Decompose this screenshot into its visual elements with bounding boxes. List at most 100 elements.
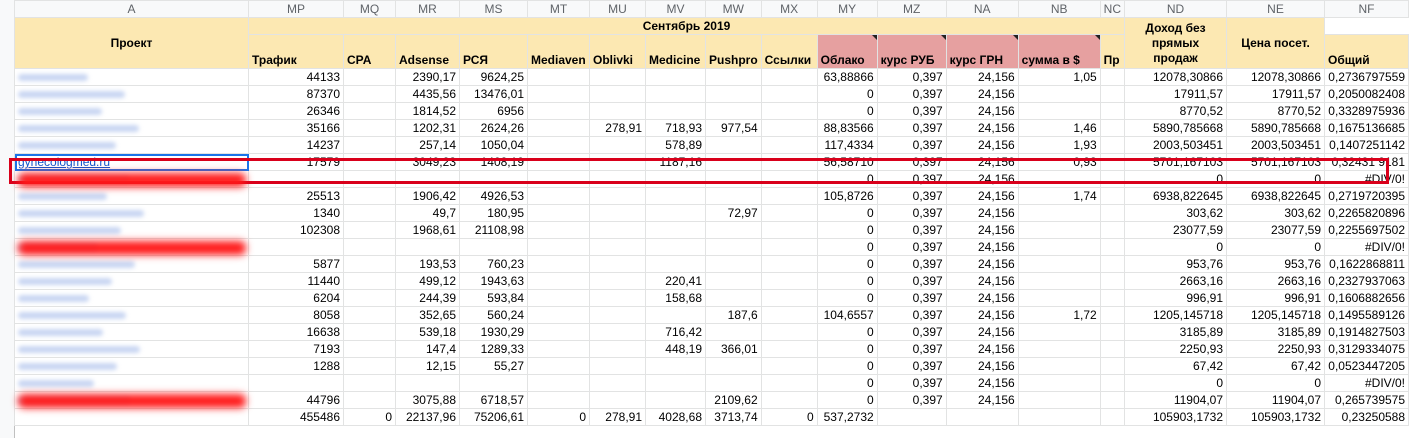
cell-ne[interactable]: 5701,167103 <box>1226 153 1326 171</box>
cell-ne[interactable]: 5890,785668 <box>1226 119 1326 137</box>
project-cell[interactable] <box>14 221 249 239</box>
column-header-nf[interactable]: NF <box>1324 0 1410 18</box>
cell-nc[interactable] <box>1099 187 1126 205</box>
cell-mu[interactable] <box>589 323 646 341</box>
cell-mz[interactable]: 0,397 <box>876 136 947 154</box>
cell-mz[interactable]: 0,397 <box>876 272 947 290</box>
cell-mz[interactable]: 0,397 <box>876 68 947 86</box>
cell-nc[interactable] <box>1099 221 1126 239</box>
cell-mq[interactable] <box>343 170 396 188</box>
cell-ne[interactable]: 11904,07 <box>1226 391 1326 409</box>
cell-mr[interactable]: 22137,96 <box>395 408 460 426</box>
cell-mt[interactable] <box>527 289 590 307</box>
cell-mp[interactable] <box>248 170 344 188</box>
cell-nd[interactable]: 2250,93 <box>1124 340 1228 358</box>
cell-ne[interactable]: 8770,52 <box>1226 102 1326 120</box>
cell-mu[interactable] <box>589 187 646 205</box>
cell-nb[interactable]: 1,72 <box>1017 306 1101 324</box>
column-header-ms[interactable]: MS <box>459 0 528 18</box>
cell-nb[interactable]: 1,74 <box>1017 187 1101 205</box>
cell-nf[interactable]: 0,0523447205 <box>1324 357 1410 375</box>
cell-nd[interactable]: 303,62 <box>1124 204 1228 222</box>
cell-mt[interactable] <box>527 306 590 324</box>
cell-mv[interactable]: 1187,16 <box>645 153 706 171</box>
column-header-mt[interactable]: MT <box>527 0 590 18</box>
cell-ne[interactable]: 0 <box>1226 170 1326 188</box>
cell-mw[interactable]: 72,97 <box>705 204 762 222</box>
cell-nb[interactable] <box>1017 85 1101 103</box>
cell-mu[interactable] <box>589 289 646 307</box>
cell-mz[interactable]: 0,397 <box>876 255 947 273</box>
cell-mw[interactable]: 3713,74 <box>705 408 762 426</box>
cell-mv[interactable] <box>645 187 706 205</box>
cell-mw[interactable] <box>705 255 762 273</box>
column-header-mw[interactable]: MW <box>705 0 762 18</box>
cell-mt[interactable] <box>527 340 590 358</box>
cell-nc[interactable] <box>1099 204 1126 222</box>
column-header-a[interactable]: A <box>14 0 249 18</box>
cell-mx[interactable] <box>760 289 818 307</box>
cell-nb[interactable]: 1,05 <box>1017 68 1101 86</box>
cell-my[interactable]: 0 <box>816 238 878 256</box>
cell-mr[interactable]: 1906,42 <box>395 187 460 205</box>
cell-ne[interactable]: 1205,145718 <box>1226 306 1326 324</box>
cell-mv[interactable]: 448,19 <box>645 340 706 358</box>
cell-mp[interactable] <box>248 238 344 256</box>
cell-ne[interactable]: 2003,503451 <box>1226 136 1326 154</box>
column-header-nc[interactable]: NC <box>1099 0 1126 18</box>
cell-nb[interactable]: 1,46 <box>1017 119 1101 137</box>
cell-ms[interactable]: 9624,25 <box>459 68 528 86</box>
cell-na[interactable]: 24,156 <box>945 187 1019 205</box>
cell-nc[interactable] <box>1099 255 1126 273</box>
field-header-9[interactable]: Ссылки <box>760 34 818 69</box>
cell-na[interactable]: 24,156 <box>945 238 1019 256</box>
cell-ne[interactable]: 996,91 <box>1226 289 1326 307</box>
column-header-my[interactable]: MY <box>816 0 878 18</box>
column-header-mp[interactable]: MP <box>248 0 344 18</box>
cell-mp[interactable]: 26346 <box>248 102 344 120</box>
cell-nd[interactable]: 6938,822645 <box>1124 187 1228 205</box>
cell-my[interactable]: 56,58710 <box>816 153 878 171</box>
cell-ms[interactable]: 6956 <box>459 102 528 120</box>
project-cell[interactable] <box>14 289 249 307</box>
cell-na[interactable]: 24,156 <box>945 170 1019 188</box>
cell-nc[interactable] <box>1099 323 1126 341</box>
cell-na[interactable]: 24,156 <box>945 289 1019 307</box>
cell-mq[interactable] <box>343 323 396 341</box>
cell-nb[interactable] <box>1017 323 1101 341</box>
cell-nd[interactable]: 2003,503451 <box>1124 136 1228 154</box>
cell-nb[interactable] <box>1017 340 1101 358</box>
cell-nf[interactable]: 0,2327937063 <box>1324 272 1410 290</box>
cell-mv[interactable]: 4028,68 <box>645 408 706 426</box>
cell-nd[interactable]: 8770,52 <box>1124 102 1228 120</box>
cell-ne[interactable]: 23077,59 <box>1226 221 1326 239</box>
cell-mw[interactable]: 2109,62 <box>705 391 762 409</box>
cell-na[interactable]: 24,156 <box>945 119 1019 137</box>
cell-my[interactable]: 0 <box>816 357 878 375</box>
cell-mt[interactable]: 0 <box>527 408 590 426</box>
cell-my[interactable]: 104,6557 <box>816 306 878 324</box>
cell-nf[interactable]: #DIV/0! <box>1324 170 1410 188</box>
cell-mu[interactable] <box>589 221 646 239</box>
project-cell[interactable] <box>14 357 249 375</box>
field-header-11[interactable]: курс РУБ <box>876 34 947 69</box>
cell-nc[interactable] <box>1099 102 1126 120</box>
project-cell[interactable] <box>14 187 249 205</box>
cell-ms[interactable]: 1289,33 <box>459 340 528 358</box>
cell-mt[interactable] <box>527 323 590 341</box>
cell-mq[interactable] <box>343 221 396 239</box>
cell-my[interactable]: 537,2732 <box>816 408 878 426</box>
cell-nb[interactable] <box>1017 357 1101 375</box>
cell-nb[interactable] <box>1017 255 1101 273</box>
cell-mr[interactable]: 1968,61 <box>395 221 460 239</box>
cell-nf[interactable]: 0,1407251142 <box>1324 136 1410 154</box>
field-header-5[interactable]: Mediaven <box>527 34 590 69</box>
cell-nc[interactable] <box>1099 170 1126 188</box>
cell-nb[interactable] <box>1017 170 1101 188</box>
cell-nd[interactable]: 2663,16 <box>1124 272 1228 290</box>
cell-nd[interactable]: 23077,59 <box>1124 221 1228 239</box>
cell-mr[interactable] <box>395 238 460 256</box>
column-header-mu[interactable]: MU <box>589 0 646 18</box>
cell-mu[interactable] <box>589 255 646 273</box>
cell-mz[interactable] <box>876 408 947 426</box>
